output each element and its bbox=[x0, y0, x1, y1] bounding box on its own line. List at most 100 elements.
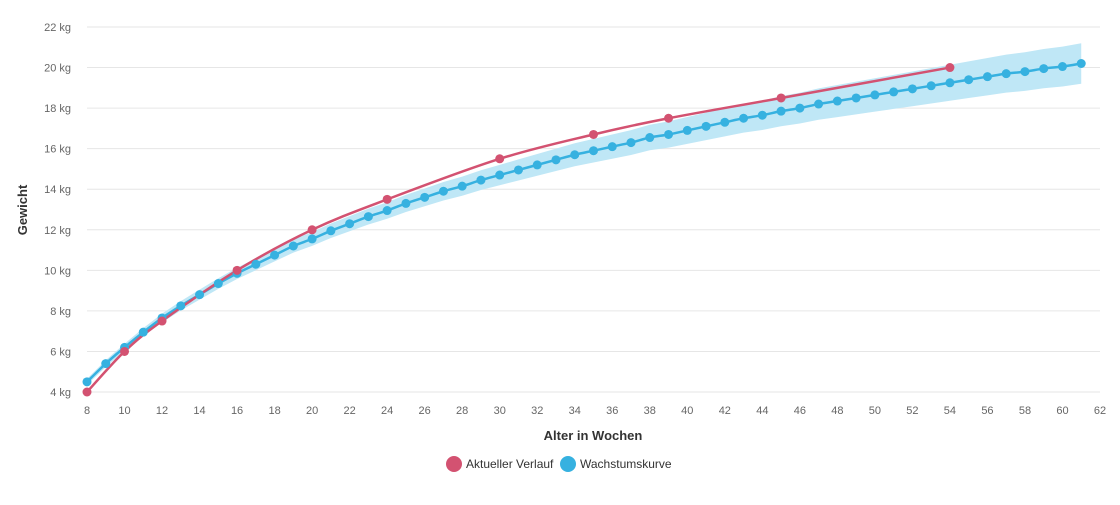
data-point-wachstumskurve[interactable] bbox=[495, 170, 505, 180]
y-tick-label: 16 kg bbox=[44, 144, 71, 156]
data-point-wachstumskurve[interactable] bbox=[776, 106, 786, 116]
data-point-wachstumskurve[interactable] bbox=[438, 186, 448, 196]
data-point-wachstumskurve[interactable] bbox=[645, 133, 655, 143]
data-point-wachstumskurve[interactable] bbox=[476, 175, 486, 185]
data-point-wachstumskurve[interactable] bbox=[213, 279, 223, 289]
x-tick-label: 34 bbox=[569, 405, 581, 417]
data-point-wachstumskurve[interactable] bbox=[288, 241, 298, 251]
x-tick-label: 28 bbox=[456, 405, 468, 417]
x-tick-label: 20 bbox=[306, 405, 318, 417]
data-point-aktueller-verlauf[interactable] bbox=[382, 194, 392, 204]
x-tick-label: 24 bbox=[381, 405, 393, 417]
data-point-wachstumskurve[interactable] bbox=[1001, 69, 1011, 79]
data-point-wachstumskurve[interactable] bbox=[570, 150, 580, 160]
data-point-wachstumskurve[interactable] bbox=[82, 377, 92, 387]
data-point-wachstumskurve[interactable] bbox=[926, 81, 936, 91]
data-point-wachstumskurve[interactable] bbox=[532, 160, 542, 170]
x-tick-label: 60 bbox=[1056, 405, 1068, 417]
x-tick-label: 54 bbox=[944, 405, 956, 417]
y-tick-label: 20 kg bbox=[44, 63, 71, 75]
data-point-wachstumskurve[interactable] bbox=[589, 146, 598, 156]
data-point-wachstumskurve[interactable] bbox=[307, 234, 317, 244]
x-tick-label: 14 bbox=[193, 405, 205, 417]
data-point-wachstumskurve[interactable] bbox=[138, 327, 148, 337]
data-point-wachstumskurve[interactable] bbox=[907, 84, 917, 94]
grid-lines bbox=[87, 26, 1100, 393]
data-point-wachstumskurve[interactable] bbox=[664, 129, 674, 139]
data-point-wachstumskurve[interactable] bbox=[363, 212, 373, 222]
x-tick-label: 36 bbox=[606, 405, 618, 417]
data-point-wachstumskurve[interactable] bbox=[1020, 67, 1030, 77]
data-point-wachstumskurve[interactable] bbox=[176, 301, 186, 311]
legend-marker-red bbox=[446, 456, 462, 472]
y-tick-label: 8 kg bbox=[50, 306, 71, 318]
y-tick-label: 6 kg bbox=[50, 346, 71, 358]
data-point-wachstumskurve[interactable] bbox=[701, 121, 711, 131]
y-tick-label: 4 kg bbox=[50, 387, 71, 399]
x-tick-label: 12 bbox=[156, 405, 168, 417]
data-point-wachstumskurve[interactable] bbox=[551, 155, 561, 165]
data-point-wachstumskurve[interactable] bbox=[401, 198, 411, 208]
data-point-wachstumskurve[interactable] bbox=[1039, 64, 1049, 74]
y-tick-label: 12 kg bbox=[44, 225, 71, 237]
y-tick-label: 14 kg bbox=[44, 184, 71, 196]
data-point-wachstumskurve[interactable] bbox=[832, 96, 842, 106]
x-tick-label: 32 bbox=[531, 405, 543, 417]
data-point-aktueller-verlauf[interactable] bbox=[495, 154, 505, 164]
data-point-wachstumskurve[interactable] bbox=[513, 165, 523, 175]
legend-label: Aktueller Verlauf bbox=[466, 457, 554, 471]
x-axis-ticks: 8 10 12 14 16 18 20 22 24 26 28 30 32 34 36 38 40 42 44 46 4… bbox=[84, 405, 1106, 417]
data-point-wachstumskurve[interactable] bbox=[382, 206, 392, 216]
x-tick-label: 48 bbox=[831, 405, 843, 417]
data-point-wachstumskurve[interactable] bbox=[889, 87, 899, 97]
data-point-wachstumskurve[interactable] bbox=[795, 103, 805, 113]
data-point-wachstumskurve[interactable] bbox=[1076, 59, 1086, 68]
data-point-wachstumskurve[interactable] bbox=[345, 219, 355, 229]
x-tick-label: 16 bbox=[231, 405, 243, 417]
data-point-wachstumskurve[interactable] bbox=[420, 192, 430, 202]
data-point-aktueller-verlauf[interactable] bbox=[232, 265, 242, 275]
data-point-wachstumskurve[interactable] bbox=[964, 75, 974, 85]
legend-label: Wachstumskurve bbox=[580, 457, 672, 471]
data-point-wachstumskurve[interactable] bbox=[720, 117, 730, 127]
x-tick-label: 8 bbox=[84, 405, 90, 417]
data-point-wachstumskurve[interactable] bbox=[626, 138, 636, 148]
data-point-wachstumskurve[interactable] bbox=[814, 99, 824, 109]
data-point-aktueller-verlauf[interactable] bbox=[307, 225, 317, 235]
data-point-wachstumskurve[interactable] bbox=[945, 78, 955, 88]
x-tick-label: 18 bbox=[268, 405, 280, 417]
data-point-wachstumskurve[interactable] bbox=[739, 113, 749, 123]
x-tick-label: 42 bbox=[719, 405, 731, 417]
x-axis-title: Alter in Wochen bbox=[544, 428, 643, 443]
x-tick-label: 44 bbox=[756, 405, 768, 417]
data-point-wachstumskurve[interactable] bbox=[982, 72, 992, 82]
data-point-aktueller-verlauf[interactable] bbox=[664, 113, 674, 123]
data-point-wachstumskurve[interactable] bbox=[270, 250, 280, 260]
data-point-wachstumskurve[interactable] bbox=[326, 226, 336, 236]
data-point-wachstumskurve[interactable] bbox=[101, 359, 111, 369]
data-point-aktueller-verlauf[interactable] bbox=[157, 316, 167, 326]
data-point-aktueller-verlauf[interactable] bbox=[120, 346, 130, 356]
data-point-wachstumskurve[interactable] bbox=[1057, 62, 1067, 72]
data-point-wachstumskurve[interactable] bbox=[851, 93, 861, 103]
data-point-wachstumskurve[interactable] bbox=[757, 110, 767, 120]
data-point-aktueller-verlauf[interactable] bbox=[945, 63, 955, 73]
y-axis-ticks: 4 kg 6 kg 8 kg 10 kg 12 kg 14 kg 16 kg 18 kg 20 … bbox=[44, 22, 71, 399]
data-point-aktueller-verlauf[interactable] bbox=[589, 129, 598, 139]
legend-item-aktueller-verlauf[interactable]: Aktueller Verlauf bbox=[446, 456, 554, 472]
data-point-wachstumskurve[interactable] bbox=[682, 125, 692, 135]
data-point-wachstumskurve[interactable] bbox=[870, 90, 880, 100]
data-point-wachstumskurve[interactable] bbox=[607, 142, 617, 152]
x-tick-label: 40 bbox=[681, 405, 693, 417]
data-point-aktueller-verlauf[interactable] bbox=[776, 93, 786, 103]
data-point-wachstumskurve[interactable] bbox=[457, 181, 467, 191]
series-line-wachstumskurve bbox=[86, 62, 1082, 383]
legend-item-wachstumskurve[interactable]: Wachstumskurve bbox=[560, 456, 672, 472]
x-tick-label: 56 bbox=[981, 405, 993, 417]
y-axis-title: Gewicht bbox=[15, 184, 30, 235]
data-point-wachstumskurve[interactable] bbox=[251, 259, 261, 269]
data-point-aktueller-verlauf[interactable] bbox=[82, 387, 92, 397]
data-point-wachstumskurve[interactable] bbox=[195, 290, 205, 300]
x-tick-label: 26 bbox=[419, 405, 431, 417]
